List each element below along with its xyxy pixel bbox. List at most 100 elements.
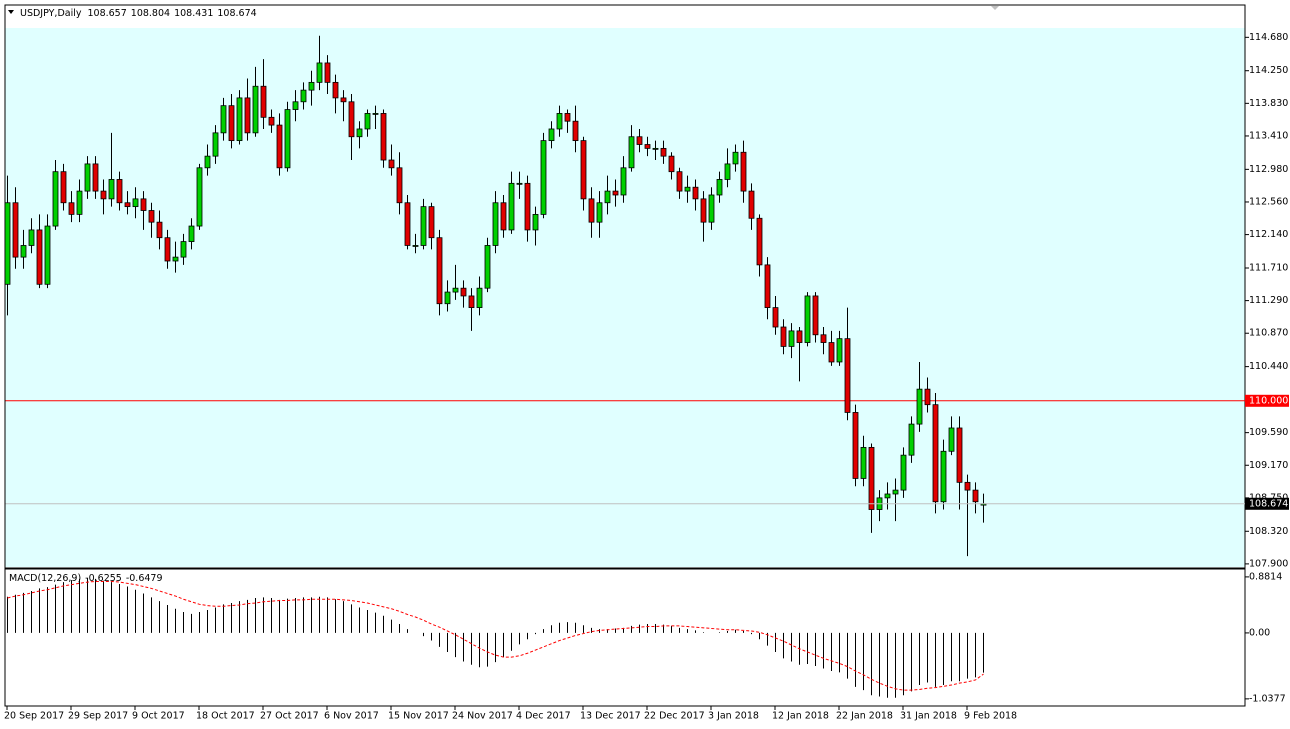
candle-body bbox=[892, 489, 899, 495]
y-tick-label: -1.0377 bbox=[1249, 693, 1286, 704]
candle-body bbox=[180, 241, 187, 258]
candle-body bbox=[932, 404, 939, 503]
candle-body bbox=[260, 85, 267, 118]
x-tick-label: 6 Nov 2017 bbox=[324, 711, 379, 722]
y-tick-label: 110.870 bbox=[1249, 328, 1288, 339]
candle-body bbox=[188, 225, 195, 242]
candle-body bbox=[588, 198, 595, 223]
candle-body bbox=[156, 221, 163, 239]
x-tick-label: 13 Dec 2017 bbox=[580, 711, 641, 722]
candle-body bbox=[572, 120, 579, 142]
candle-body bbox=[556, 113, 563, 130]
macd-header: MACD(12,26,9) -0.6255 -0.6479 bbox=[9, 573, 163, 584]
candle-body bbox=[44, 225, 51, 285]
signal-line bbox=[7, 580, 984, 691]
candle-body bbox=[52, 171, 59, 227]
candle-body bbox=[372, 113, 379, 115]
candle-body bbox=[468, 295, 475, 308]
candle-body bbox=[604, 190, 611, 204]
candle-body bbox=[68, 202, 75, 215]
candle-body bbox=[748, 190, 755, 219]
y-tick-label: 112.980 bbox=[1249, 164, 1288, 175]
candle-body bbox=[428, 206, 435, 239]
shift-marker[interactable] bbox=[991, 6, 999, 10]
candle-body bbox=[220, 105, 227, 134]
candle-body bbox=[900, 454, 907, 491]
y-tick-label: 0.00 bbox=[1249, 627, 1270, 638]
y-tick-label: 112.140 bbox=[1249, 229, 1288, 240]
candle-body bbox=[580, 140, 587, 200]
candle-body bbox=[356, 128, 363, 138]
candle-body bbox=[436, 237, 443, 305]
candle-body bbox=[540, 140, 547, 215]
candle-body bbox=[388, 159, 395, 169]
bid-label-box bbox=[1245, 497, 1289, 510]
candle-body bbox=[460, 287, 467, 297]
candle-body bbox=[284, 109, 291, 169]
candle-body bbox=[804, 295, 811, 343]
x-tick-label: 20 Sep 2017 bbox=[4, 711, 64, 722]
symbol: USDJPY,Daily bbox=[20, 8, 82, 19]
candle-body bbox=[444, 291, 451, 305]
x-tick-label: 3 Jan 2018 bbox=[708, 711, 759, 722]
candle-body bbox=[516, 182, 523, 185]
candle-body bbox=[732, 151, 739, 165]
candle-body bbox=[628, 136, 635, 169]
chart-header: USDJPY,Daily 108.657 108.804 108.431 108.674 bbox=[20, 8, 257, 19]
candle-body bbox=[316, 62, 323, 83]
candle-body bbox=[812, 295, 819, 336]
candle-body bbox=[636, 136, 643, 145]
candle-body bbox=[828, 342, 835, 363]
candle-body bbox=[36, 229, 43, 285]
candle-body bbox=[172, 256, 179, 262]
y-tick-label: 113.830 bbox=[1249, 98, 1288, 109]
candle-body bbox=[684, 186, 691, 192]
candle-body bbox=[844, 338, 851, 413]
y-tick-label: 114.250 bbox=[1249, 65, 1288, 76]
candle-body bbox=[92, 163, 99, 192]
candle-body bbox=[476, 287, 483, 308]
candle-body bbox=[596, 202, 603, 223]
candle-body bbox=[956, 427, 963, 483]
candle-body bbox=[692, 186, 699, 200]
y-tick-label: 108.320 bbox=[1249, 526, 1288, 537]
x-tick-label: 12 Jan 2018 bbox=[772, 711, 829, 722]
candle-body bbox=[324, 62, 331, 83]
candle-body bbox=[228, 105, 235, 142]
candle-body bbox=[340, 97, 347, 103]
candle-body bbox=[652, 147, 659, 150]
candle-body bbox=[916, 388, 923, 425]
candle-body bbox=[380, 113, 387, 161]
y-tick-label: 0.8814 bbox=[1249, 571, 1282, 582]
macd-name: MACD(12,26,9) bbox=[9, 573, 81, 584]
candle-body bbox=[204, 155, 211, 169]
candle-body bbox=[108, 179, 115, 200]
candle-body bbox=[236, 97, 243, 142]
candle-body bbox=[972, 489, 979, 503]
candle-body bbox=[668, 155, 675, 173]
low: 108.431 bbox=[174, 8, 213, 19]
candle-body bbox=[276, 124, 283, 169]
candle-body bbox=[948, 427, 955, 452]
candle-body bbox=[116, 179, 123, 204]
candle-body bbox=[308, 81, 315, 91]
candle-body bbox=[756, 217, 763, 266]
candle-body bbox=[212, 132, 219, 157]
candle-body bbox=[20, 245, 27, 258]
candle-body bbox=[788, 330, 795, 347]
candle-body bbox=[868, 446, 875, 510]
candle-body bbox=[100, 190, 107, 200]
menu-arrow[interactable] bbox=[8, 10, 14, 14]
candle-body bbox=[764, 264, 771, 308]
candle-body bbox=[908, 423, 915, 456]
x-tick-label: 9 Feb 2018 bbox=[964, 711, 1017, 722]
candle-body bbox=[564, 113, 571, 122]
y-tick-label: 110.440 bbox=[1249, 361, 1288, 372]
candle-body bbox=[964, 481, 971, 491]
y-tick-label: 109.170 bbox=[1249, 460, 1288, 471]
candle-body bbox=[76, 190, 83, 215]
y-tick-label: 114.680 bbox=[1249, 32, 1288, 43]
candle-body bbox=[508, 182, 515, 231]
x-tick-label: 22 Dec 2017 bbox=[644, 711, 705, 722]
candle-body bbox=[836, 338, 843, 363]
